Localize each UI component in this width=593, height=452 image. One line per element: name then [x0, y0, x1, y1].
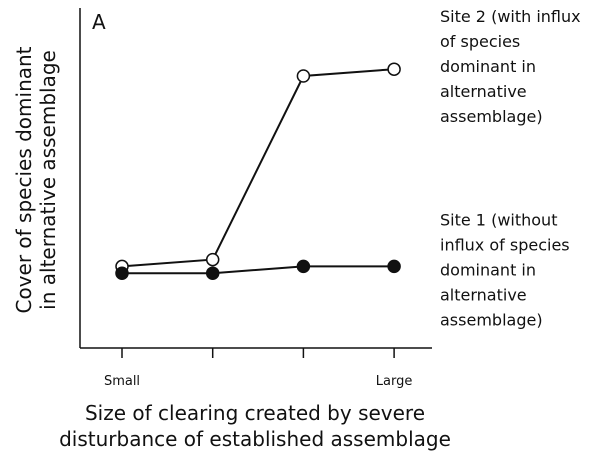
series-label: Site 1 (without influx of species dominant…: [440, 210, 570, 329]
point: [205, 252, 220, 267]
x-axis-label: Size of clearing created by severe: [85, 401, 425, 425]
y-axis-label: Cover of species dominant: [12, 46, 36, 313]
x-axis-label: disturbance of established assemblage: [59, 427, 451, 451]
panel-label: A: [92, 10, 106, 34]
y-axis-label: in alternative assemblage: [36, 50, 60, 310]
x-tick-label: Large: [376, 374, 413, 389]
point: [296, 259, 311, 274]
series-line: [121, 68, 395, 268]
point: [387, 62, 401, 76]
point: [205, 266, 220, 280]
point: [296, 69, 311, 83]
series-label: Site 2 (with influx of species dominant in…: [440, 7, 581, 126]
series-line: [122, 265, 395, 275]
point: [387, 259, 401, 274]
point: [115, 266, 129, 280]
x-tick-label: Small: [104, 374, 140, 389]
